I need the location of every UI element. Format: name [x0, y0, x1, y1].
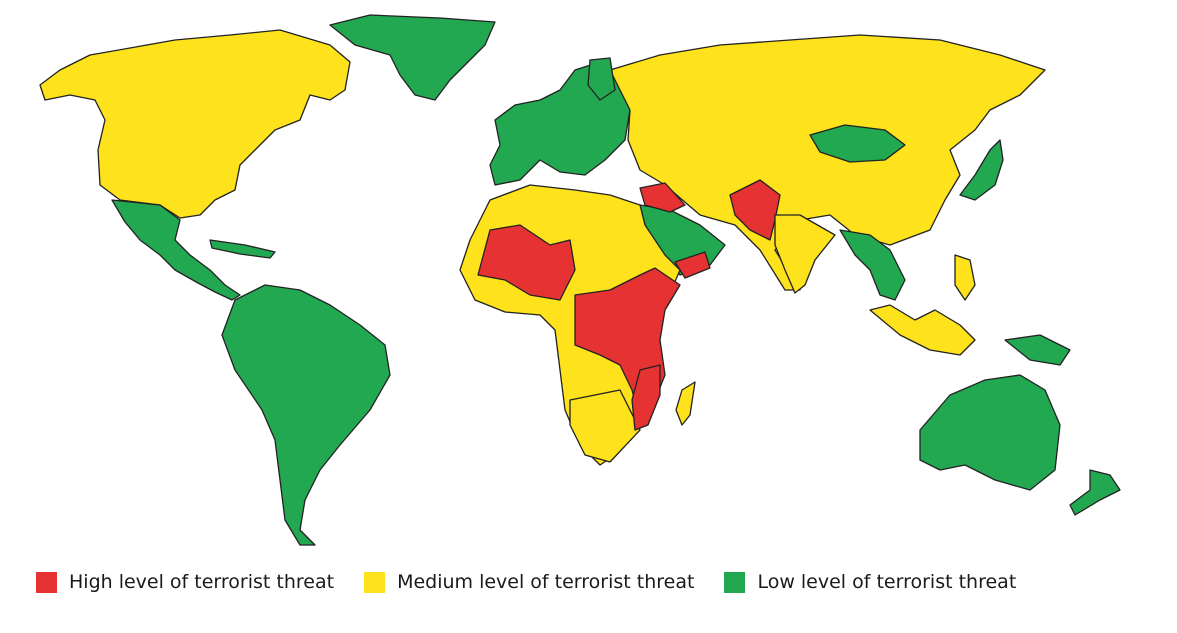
region-finland-baltics	[587, 57, 616, 101]
region-russia-asia	[609, 34, 1046, 291]
region-afghanistan-pakistan	[729, 179, 781, 241]
region-iraq-syria	[639, 182, 686, 213]
region-new-guinea	[1004, 334, 1071, 366]
region-southern-africa	[569, 389, 641, 463]
region-mongolia	[809, 124, 906, 163]
legend-item-high: High level of terrorist threat	[36, 571, 334, 593]
legend-label-high: High level of terrorist threat	[69, 571, 335, 593]
region-mozambique	[631, 364, 661, 431]
region-north-america	[39, 29, 351, 219]
region-new-zealand	[1069, 469, 1121, 516]
swatch-high	[36, 571, 57, 593]
legend-item-low: Low level of terrorist threat	[724, 571, 1016, 593]
region-madagascar	[675, 381, 696, 426]
region-mexico-central-america	[111, 199, 241, 301]
region-japan	[959, 139, 1004, 201]
world-threat-map	[39, 14, 1121, 546]
region-indonesia	[869, 304, 976, 356]
region-india	[774, 214, 836, 294]
region-south-america	[221, 284, 391, 546]
legend: High level of terrorist threat Medium le…	[36, 568, 1016, 596]
region-sahel	[477, 224, 576, 301]
region-caribbean	[209, 239, 276, 259]
legend-label-low: Low level of terrorist threat	[757, 571, 1017, 593]
region-southeast-asia	[839, 229, 906, 301]
region-philippines	[954, 254, 976, 301]
swatch-low	[724, 571, 746, 593]
region-australia	[919, 374, 1061, 491]
region-yemen	[674, 251, 711, 279]
legend-label-medium: Medium level of terrorist threat	[397, 571, 695, 593]
region-greenland	[329, 14, 496, 101]
legend-item-medium: Medium level of terrorist threat	[364, 571, 694, 593]
swatch-medium	[364, 571, 386, 593]
